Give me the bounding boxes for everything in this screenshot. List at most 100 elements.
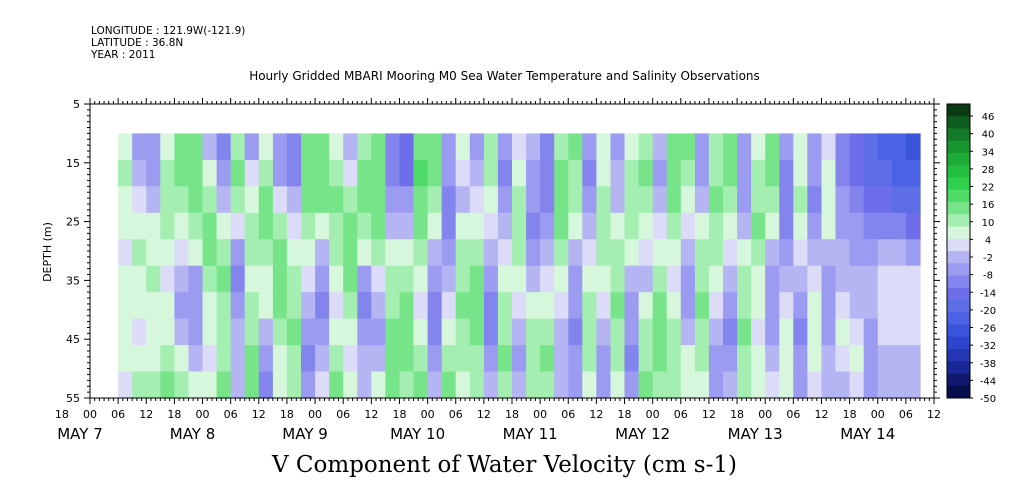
- heatmap-cell: [610, 345, 626, 373]
- heatmap-cell: [680, 265, 696, 293]
- heatmap-cell: [202, 371, 218, 399]
- heatmap-cell: [301, 265, 316, 293]
- heatmap-cell: [540, 318, 555, 346]
- heatmap-cell: [455, 239, 471, 267]
- heatmap-cell: [877, 239, 893, 267]
- colorbar-swatch: [947, 177, 970, 191]
- heatmap-cell: [596, 292, 612, 320]
- heatmap-cell: [399, 318, 415, 346]
- heatmap-cell: [793, 345, 808, 373]
- y-axis-label: DEPTH (m): [41, 222, 54, 282]
- x-hour-tick-label: 12: [702, 408, 716, 421]
- heatmap-cell: [863, 186, 879, 214]
- heatmap-cell: [877, 371, 893, 399]
- heatmap-cell: [216, 212, 232, 240]
- heatmap-cell: [708, 159, 724, 187]
- heatmap-cell: [751, 133, 766, 161]
- heatmap-cell: [610, 265, 626, 293]
- heatmap-cell: [286, 186, 302, 214]
- heatmap-cell: [737, 265, 752, 293]
- heatmap-cell: [329, 239, 344, 267]
- x-hour-tick-label: 18: [55, 408, 69, 421]
- heatmap-cell: [315, 265, 330, 293]
- heatmap-cell: [244, 159, 260, 187]
- heatmap-cell: [216, 345, 232, 373]
- heatmap-cell: [835, 318, 851, 346]
- heatmap-cell: [694, 318, 710, 346]
- heatmap-cell: [385, 159, 401, 187]
- heatmap-cell: [357, 133, 372, 161]
- heatmap-cell: [723, 212, 738, 240]
- heatmap-cell: [230, 186, 246, 214]
- heatmap-cell: [258, 239, 274, 267]
- heatmap-cell: [624, 345, 640, 373]
- heatmap-cell: [497, 212, 513, 240]
- heatmap-cell: [343, 265, 358, 293]
- heatmap-cell: [258, 159, 274, 187]
- heatmap-cell: [821, 239, 837, 267]
- heatmap-cell: [427, 292, 443, 320]
- heatmap-cell: [723, 159, 738, 187]
- x-hour-tick-label: 12: [252, 408, 266, 421]
- heatmap-cell: [877, 159, 893, 187]
- heatmap-cell: [765, 159, 780, 187]
- heatmap-cell: [708, 318, 724, 346]
- heatmap-cell: [132, 345, 147, 373]
- heatmap-cell: [455, 212, 471, 240]
- x-hour-tick-label: 00: [646, 408, 660, 421]
- heatmap-cell: [666, 212, 682, 240]
- heatmap-cell: [469, 292, 485, 320]
- heatmap-cell: [469, 239, 485, 267]
- heatmap-cell: [708, 186, 724, 214]
- x-hour-tick-label: 18: [167, 408, 181, 421]
- heatmap-cell: [624, 159, 640, 187]
- heatmap-cell: [835, 345, 851, 373]
- heatmap-cell: [469, 212, 485, 240]
- x-hour-tick-label: 06: [111, 408, 125, 421]
- heatmap-cell: [413, 265, 429, 293]
- heatmap-cell: [272, 345, 288, 373]
- heatmap-cell: [610, 371, 626, 399]
- heatmap-cell: [413, 292, 429, 320]
- heatmap-cell: [905, 371, 921, 399]
- colorbar-label: -44: [980, 376, 996, 387]
- heatmap-cell: [849, 371, 865, 399]
- heatmap-cell: [230, 292, 246, 320]
- heatmap-cell: [118, 265, 133, 293]
- heatmap-cell: [174, 292, 190, 320]
- heatmap-cell: [624, 265, 640, 293]
- heatmap-cell: [877, 292, 893, 320]
- heatmap-cell: [624, 186, 640, 214]
- heatmap-cell: [779, 212, 794, 240]
- heatmap-cell: [708, 133, 724, 161]
- heatmap-cell: [582, 133, 597, 161]
- heatmap-cell: [244, 186, 260, 214]
- heatmap-cell: [441, 318, 457, 346]
- heatmap-cell: [118, 318, 133, 346]
- x-day-label: MAY 9: [282, 425, 328, 443]
- heatmap-cell: [779, 318, 794, 346]
- heatmap-cell: [624, 239, 640, 267]
- heatmap-cell: [286, 133, 302, 161]
- heatmap-cell: [469, 159, 485, 187]
- x-hour-tick-label: 00: [421, 408, 435, 421]
- colorbar-label: -32: [980, 341, 996, 352]
- heatmap-cell: [638, 133, 654, 161]
- heatmap-cell: [160, 133, 175, 161]
- heatmap-cell: [216, 292, 232, 320]
- heatmap-cell: [469, 345, 485, 373]
- heatmap-cell: [385, 292, 401, 320]
- heatmap-cell: [146, 345, 161, 373]
- x-hour-tick-label: 06: [786, 408, 800, 421]
- heatmap-cell: [765, 133, 780, 161]
- heatmap-cell: [146, 371, 161, 399]
- heatmap-cell: [441, 212, 457, 240]
- heatmap-cell: [666, 133, 682, 161]
- heatmap-cell: [512, 371, 527, 399]
- heatmap-cell: [694, 133, 710, 161]
- heatmap-cell: [230, 239, 246, 267]
- heatmap-cell: [652, 265, 668, 293]
- heatmap-cell: [694, 239, 710, 267]
- heatmap-cell: [469, 371, 485, 399]
- heatmap-cell: [793, 186, 808, 214]
